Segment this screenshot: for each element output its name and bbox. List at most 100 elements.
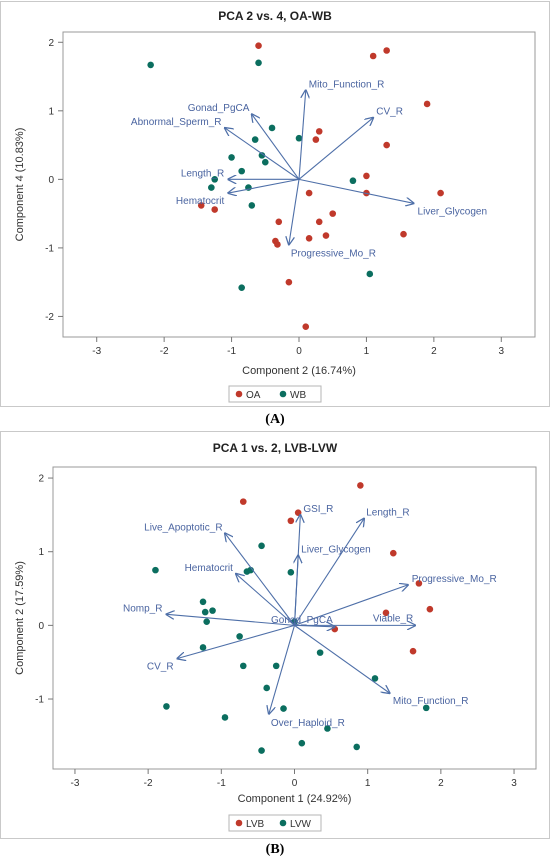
loading-arrow bbox=[269, 625, 296, 713]
data-point-wb bbox=[228, 154, 235, 161]
loading-arrow bbox=[166, 614, 295, 626]
x-tick-label: -3 bbox=[92, 346, 101, 357]
x-tick-label: -3 bbox=[71, 778, 80, 789]
legend-label-lvb: LVB bbox=[246, 819, 264, 830]
chart-title: PCA 1 vs. 2, LVB-LVW bbox=[213, 441, 338, 455]
data-point-lvw bbox=[239, 662, 247, 670]
legend-marker-lvb bbox=[235, 819, 243, 827]
x-tick-label: 0 bbox=[292, 778, 298, 789]
data-point-wb bbox=[366, 270, 374, 278]
data-point-wb bbox=[238, 167, 245, 175]
data-point-oa bbox=[274, 241, 281, 248]
data-point-lvw bbox=[324, 725, 331, 732]
x-tick-label: -1 bbox=[227, 346, 236, 357]
data-point-oa bbox=[305, 189, 313, 197]
loading-label: Over_Haploid_R bbox=[271, 718, 345, 729]
data-point-wb bbox=[248, 202, 256, 209]
y-tick-label: -1 bbox=[45, 243, 54, 254]
data-point-lvw bbox=[422, 704, 430, 712]
data-point-oa bbox=[400, 230, 407, 238]
loading-label: CV_R bbox=[376, 107, 403, 118]
data-point-lvb bbox=[239, 498, 247, 505]
data-point-wb bbox=[261, 158, 269, 166]
data-point-oa bbox=[255, 42, 262, 50]
data-point-lvb bbox=[357, 482, 364, 489]
x-axis-label: Component 1 (24.92%) bbox=[238, 793, 352, 805]
loading-label: Gonad_PgCA bbox=[188, 103, 250, 114]
loading-arrow bbox=[177, 624, 295, 658]
data-point-lvw bbox=[209, 607, 216, 614]
legend-label-lvw: LVW bbox=[290, 819, 311, 830]
data-point-wb bbox=[255, 59, 262, 67]
loading-arrow bbox=[294, 519, 365, 626]
panel-b-frame: PCA 1 vs. 2, LVB-LVW -3 -2 -1 0 1 2 3 -1 0 1 2 Compo… bbox=[0, 431, 550, 839]
data-point-lvb bbox=[409, 647, 417, 655]
data-point-oa bbox=[211, 206, 219, 213]
loading-label: Liver_Glycogen bbox=[301, 544, 370, 555]
data-point-wb bbox=[147, 61, 154, 69]
plot-frame bbox=[62, 31, 536, 338]
loading-label: Nomp_R bbox=[123, 603, 162, 614]
data-point-lvw bbox=[298, 739, 306, 747]
data-point-lvw bbox=[316, 649, 324, 656]
loading-label: CV_R bbox=[147, 662, 174, 673]
data-point-lvb bbox=[389, 549, 397, 557]
loading-label: Viable_R bbox=[373, 613, 413, 624]
pca-chart-b: PCA 1 vs. 2, LVB-LVW -3 -2 -1 0 1 2 3 -1 0 1 2 Compo… bbox=[14, 441, 537, 832]
data-point-oa bbox=[423, 100, 431, 108]
data-point-oa bbox=[305, 235, 313, 242]
loading-arrow bbox=[225, 128, 300, 180]
y-axis-label: Component 2 (17.59%) bbox=[14, 561, 26, 675]
data-point-wb bbox=[349, 177, 357, 185]
loading-arrow bbox=[294, 624, 390, 693]
data-point-wb bbox=[295, 134, 303, 142]
loading-label: Hematocrit bbox=[176, 196, 225, 207]
data-point-oa bbox=[363, 172, 370, 180]
x-tick-label: 2 bbox=[431, 346, 437, 357]
data-point-lvw bbox=[203, 618, 210, 625]
loading-arrow bbox=[252, 114, 300, 180]
x-tick-label: 0 bbox=[296, 346, 302, 357]
pca-chart-a: PCA 2 vs. 4, OA-WB -3 -2 -1 0 1 2 3 -2 -1 0 1 2 Compo… bbox=[14, 9, 536, 403]
data-point-wb bbox=[211, 176, 219, 183]
data-point-oa bbox=[312, 136, 320, 143]
y-tick-label: -2 bbox=[45, 312, 54, 323]
data-point-oa bbox=[315, 218, 323, 226]
data-point-lvw bbox=[199, 644, 207, 651]
data-point-lvw bbox=[353, 743, 361, 751]
data-point-wb bbox=[238, 284, 245, 291]
data-point-oa bbox=[329, 210, 337, 217]
data-point-oa bbox=[369, 52, 377, 60]
data-point-oa bbox=[383, 47, 390, 54]
data-point-lvw bbox=[258, 747, 265, 754]
data-point-lvb bbox=[426, 605, 434, 613]
panel-b-label: (B) bbox=[265, 842, 285, 857]
legend-label-oa: OA bbox=[246, 390, 261, 401]
x-tick-label: -1 bbox=[217, 778, 226, 789]
data-point-oa bbox=[322, 232, 330, 239]
x-tick-label: 2 bbox=[438, 778, 444, 789]
loading-arrow bbox=[225, 533, 295, 626]
loading-arrow bbox=[298, 118, 373, 180]
panel-a-frame: PCA 2 vs. 4, OA-WB -3 -2 -1 0 1 2 3 -2 -1 0 1 2 Compo… bbox=[0, 1, 550, 407]
data-point-lvb bbox=[382, 609, 390, 617]
legend-label-wb: WB bbox=[290, 390, 306, 401]
loading-arrow bbox=[236, 574, 295, 626]
loading-label: Hematocrit bbox=[185, 563, 234, 574]
legend-box bbox=[228, 385, 322, 403]
y-tick-label: 2 bbox=[48, 38, 54, 49]
loading-label: Progressive_Mo_R bbox=[412, 574, 497, 585]
loading-arrow bbox=[294, 585, 408, 626]
x-tick-label: 1 bbox=[364, 346, 370, 357]
data-point-lvw bbox=[201, 608, 209, 616]
loading-label: Live_Apoptotic_R bbox=[144, 522, 222, 533]
data-point-wb bbox=[268, 124, 276, 132]
data-point-oa bbox=[302, 323, 310, 331]
loading-label: Abnormal_Sperm_R bbox=[131, 117, 222, 128]
y-axis-label: Component 4 (10.83%) bbox=[14, 128, 26, 242]
loading-arrow bbox=[294, 625, 335, 626]
x-axis-label: Component 2 (16.74%) bbox=[242, 365, 356, 377]
data-point-wb bbox=[208, 184, 215, 191]
loading-arrow bbox=[298, 178, 414, 203]
x-tick-label: -2 bbox=[144, 778, 153, 789]
